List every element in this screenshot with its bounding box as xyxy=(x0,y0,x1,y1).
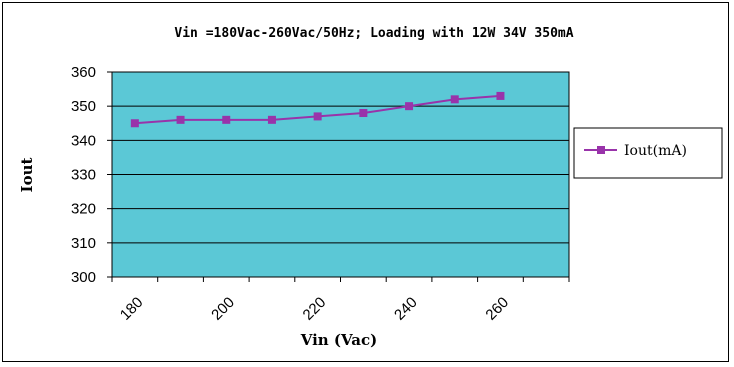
y-axis-title: Iout xyxy=(18,158,36,193)
y-tick-label: 320 xyxy=(71,201,96,218)
data-point xyxy=(130,119,139,128)
data-point xyxy=(359,109,368,117)
legend: Iout(mA) xyxy=(573,127,723,179)
legend-marker-swatch xyxy=(597,146,605,154)
x-tick-label: 220 xyxy=(300,294,330,324)
data-point xyxy=(450,95,459,104)
y-tick-label: 310 xyxy=(71,235,96,252)
y-tick-label: 300 xyxy=(71,269,96,286)
x-tick-label: 200 xyxy=(208,294,238,324)
grid-lines xyxy=(112,71,569,278)
chart-title: Vin =180Vac-260Vac/50Hz; Loading with 12… xyxy=(174,26,573,41)
y-tick-label: 360 xyxy=(71,64,96,81)
data-point xyxy=(267,115,276,124)
x-tick-label: 260 xyxy=(482,294,512,324)
x-axis: 180 200 220 240 260 xyxy=(111,277,570,324)
data-point xyxy=(313,112,322,121)
y-tick-label: 340 xyxy=(71,132,96,149)
data-point xyxy=(496,91,505,100)
legend-label: Iout(mA) xyxy=(624,143,687,159)
x-tick-label: 180 xyxy=(117,294,147,324)
series-group xyxy=(130,91,505,128)
x-tick-label: 240 xyxy=(391,294,421,324)
y-tick-label: 350 xyxy=(71,98,96,115)
y-axis: 300 310 320 330 340 350 360 xyxy=(71,64,112,286)
data-point xyxy=(222,115,231,124)
y-tick-label: 330 xyxy=(71,167,96,184)
data-point xyxy=(176,115,185,124)
data-point xyxy=(405,102,414,111)
x-axis-title: Vin (Vac) xyxy=(300,331,378,349)
